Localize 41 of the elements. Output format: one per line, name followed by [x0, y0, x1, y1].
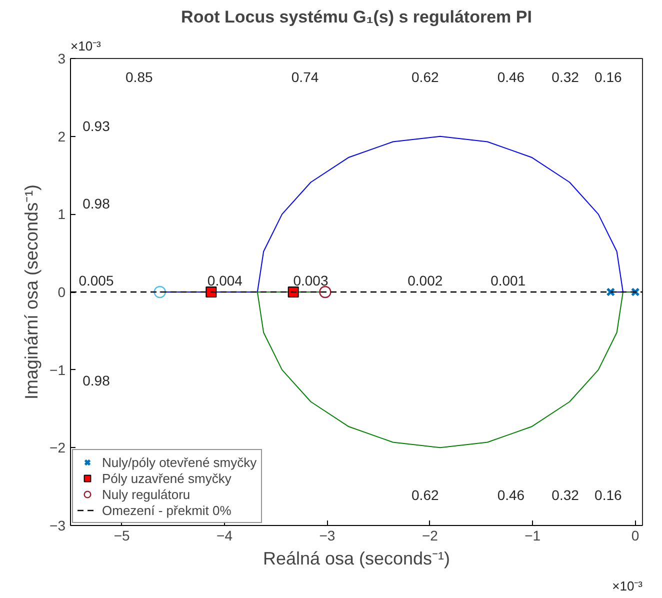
- y-tick-label: −2: [50, 440, 66, 456]
- legend-label: Nuly regulátoru: [102, 486, 190, 502]
- annotation: 0.004: [207, 272, 243, 288]
- legend-label: Nuly/póly otevřené smyčky: [102, 454, 257, 470]
- text: ×10⁻³: [70, 38, 102, 54]
- annotation: 0.98: [82, 372, 110, 389]
- x-tick-label: −1: [524, 528, 541, 544]
- y-tick-label: 2: [58, 128, 66, 144]
- annotation: 0.85: [126, 69, 153, 86]
- x-tick-label: −5: [114, 528, 130, 544]
- annotation: 0.001: [490, 272, 526, 288]
- annotation: 0.005: [78, 272, 114, 288]
- legend-label: Omezení - překmit 0%: [102, 502, 232, 518]
- annotation: 0.46: [497, 69, 525, 86]
- annotation: 0.98: [82, 195, 110, 212]
- legend-label: Póly uzavřené smyčky: [102, 470, 232, 486]
- annotation: 0.62: [412, 487, 439, 504]
- annotation: 0.74: [291, 69, 319, 86]
- x-tick-label: −3: [319, 528, 336, 544]
- y-tick-label: 1: [58, 206, 66, 222]
- annotation: 0.003: [293, 272, 328, 288]
- annotation: 0.46: [497, 487, 525, 504]
- annotation: 0.62: [412, 69, 439, 86]
- annotation: 0.16: [594, 69, 622, 86]
- annotation: 0.32: [552, 69, 580, 86]
- annotation: 0.16: [594, 487, 622, 504]
- text: ×10⁻³: [612, 578, 644, 594]
- annotation: 0.002: [408, 272, 443, 288]
- y-tick-label: 3: [58, 50, 66, 66]
- line-series: [159, 136, 624, 292]
- chart-title: Root Locus systému G₁(s) s regulátorem PI: [181, 8, 532, 26]
- y-axis-title: Imaginární osa (seconds⁻¹): [22, 184, 42, 400]
- y-tick-label: −3: [50, 518, 66, 534]
- x-tick-label: −2: [422, 528, 438, 544]
- x-tick-label: 0: [631, 528, 640, 544]
- x-axis-title: Reálná osa (seconds⁻¹): [262, 548, 450, 568]
- annotation: 0.32: [552, 487, 580, 504]
- y-tick-label: 0: [58, 284, 66, 300]
- annotation: 0.93: [82, 118, 110, 134]
- y-tick-label: −1: [50, 362, 66, 378]
- x-tick-label: −4: [216, 528, 233, 544]
